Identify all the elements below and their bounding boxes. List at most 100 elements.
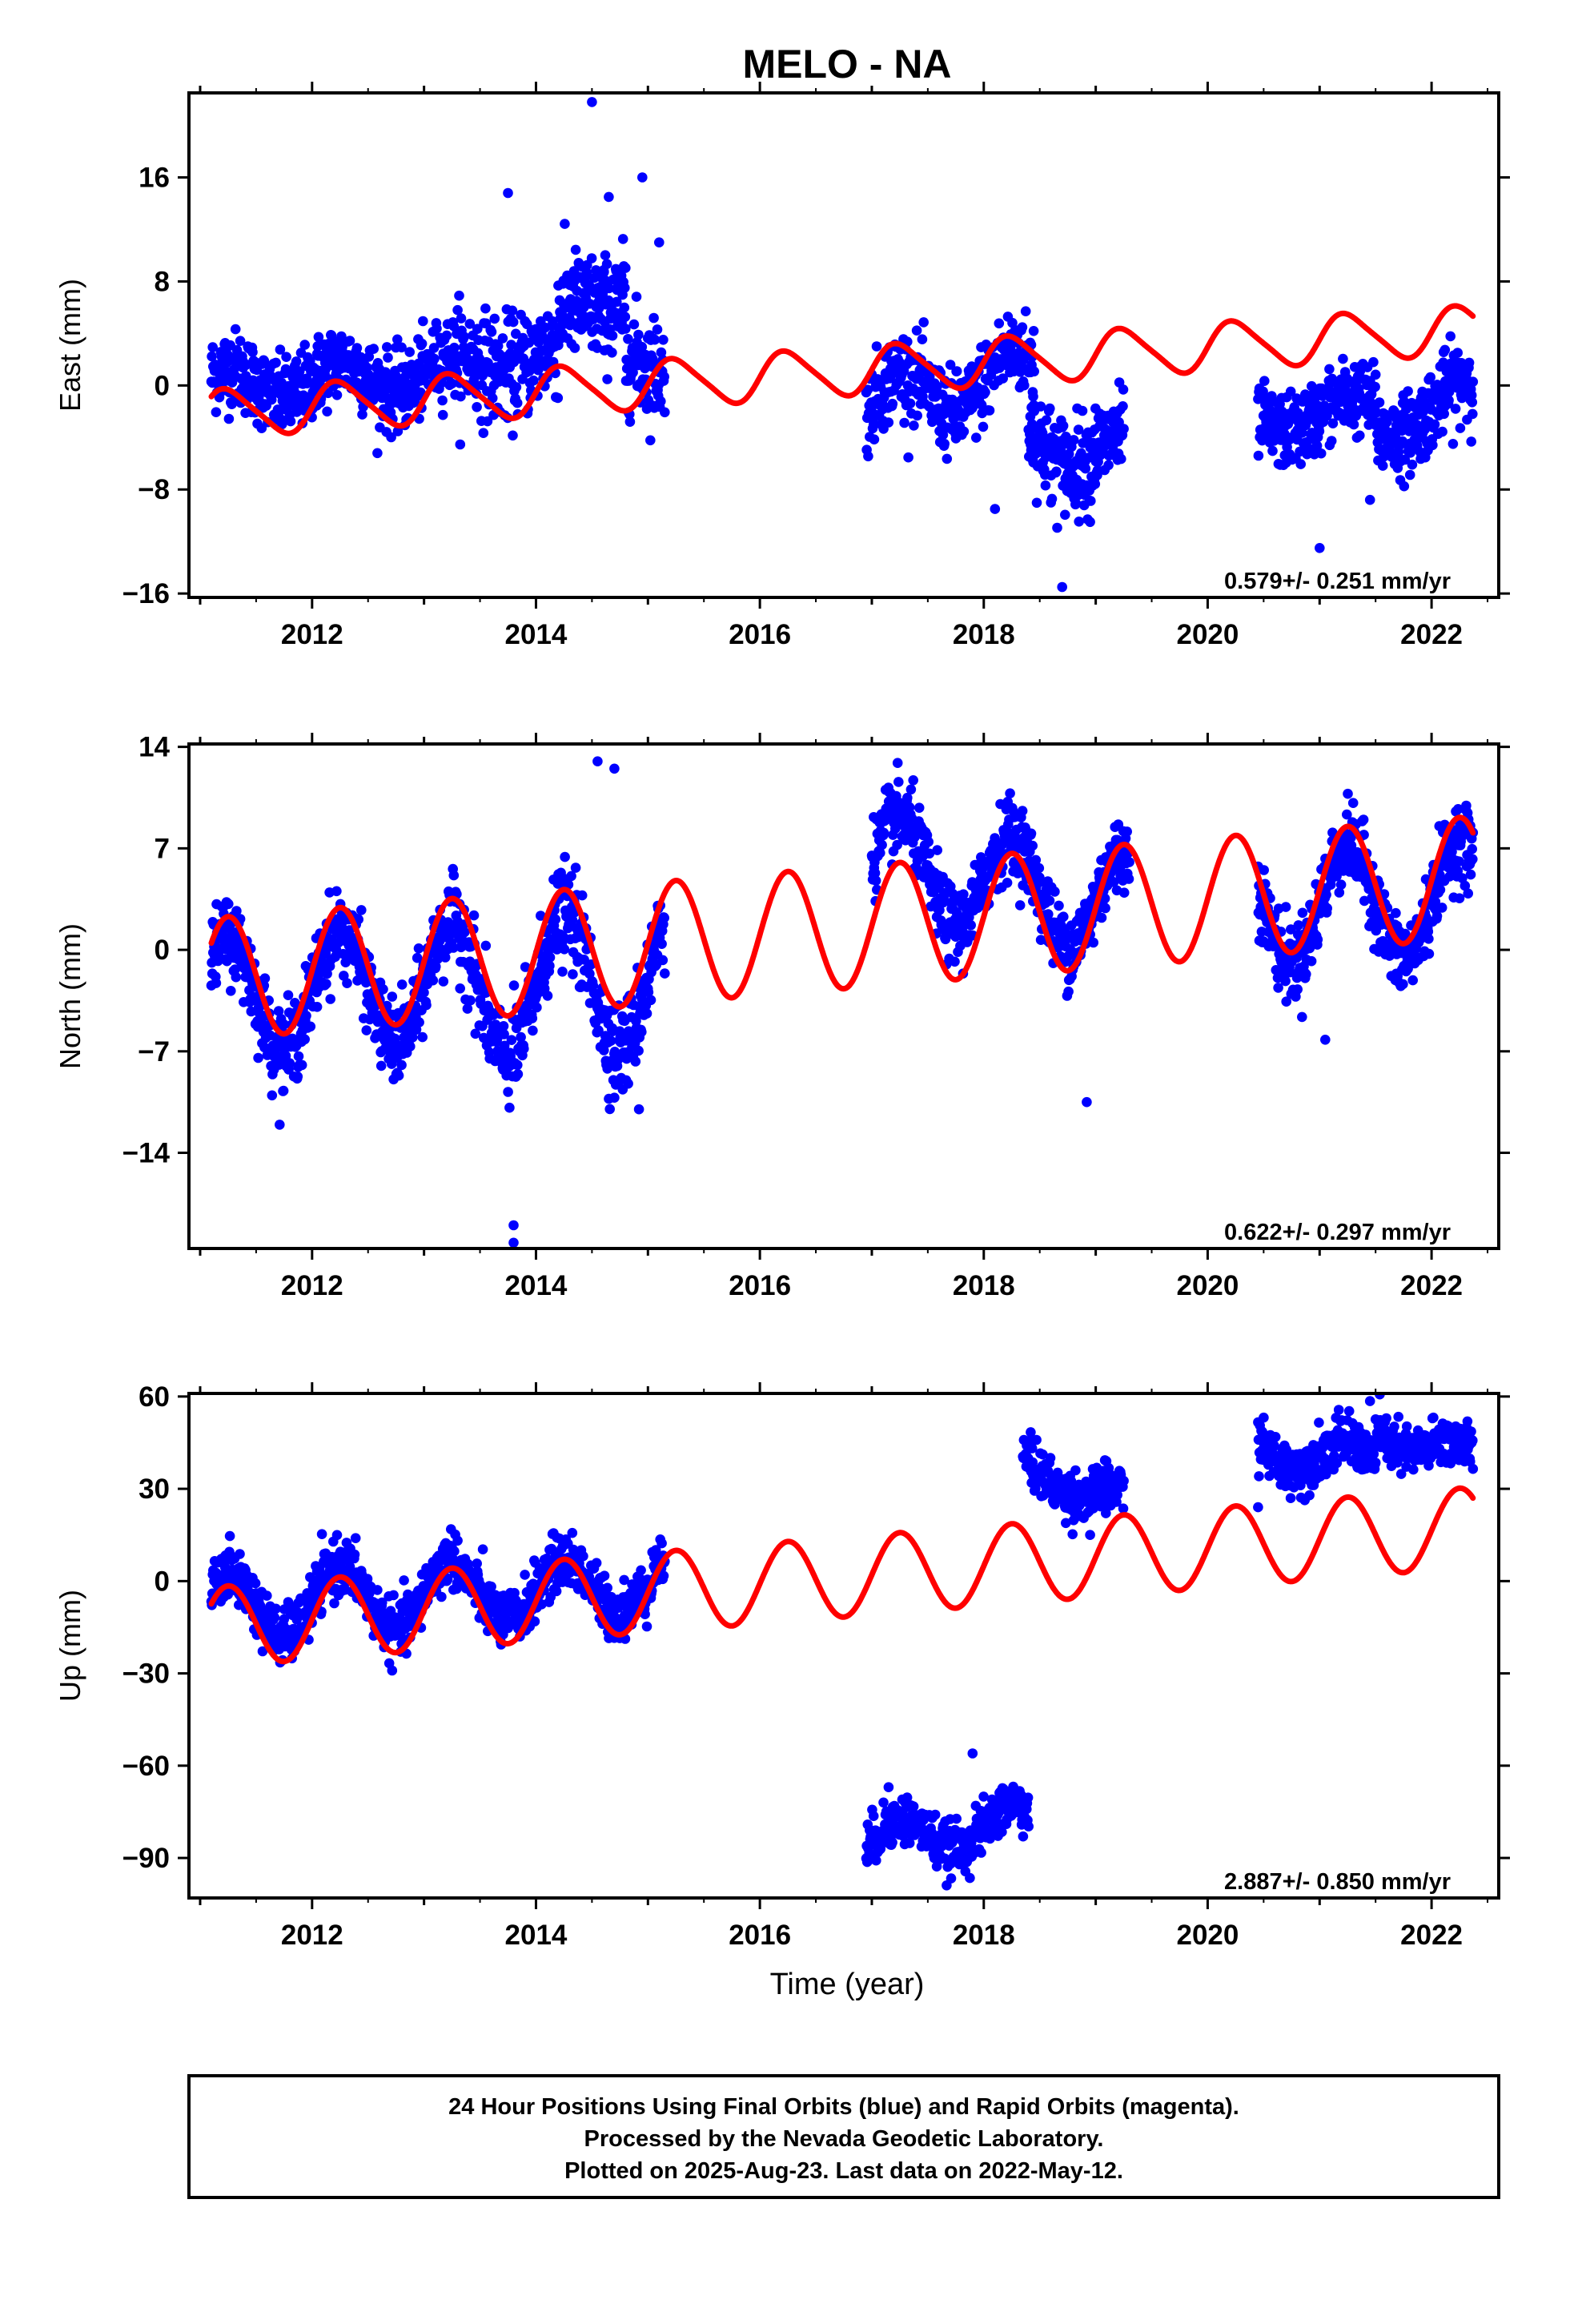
data-point <box>892 839 902 850</box>
data-point <box>1031 497 1042 509</box>
data-point <box>1377 460 1388 471</box>
data-point <box>660 968 670 979</box>
data-point <box>620 312 631 323</box>
data-point <box>512 1059 523 1071</box>
data-point <box>1391 907 1401 919</box>
data-point <box>1322 903 1332 914</box>
data-point <box>512 1069 524 1080</box>
data-point <box>392 426 404 436</box>
data-point <box>1437 426 1447 437</box>
data-point <box>1398 979 1408 990</box>
data-point <box>1301 969 1311 979</box>
data-point <box>1073 424 1084 435</box>
data-point <box>620 283 630 293</box>
data-point <box>1077 405 1088 416</box>
x-tick-label: 2018 <box>953 1270 1015 1301</box>
data-point <box>313 332 324 343</box>
data-point <box>871 341 882 352</box>
data-point <box>1399 480 1410 492</box>
data-point <box>869 867 881 879</box>
data-point <box>1467 397 1478 408</box>
data-point <box>552 392 564 404</box>
data-point <box>1359 895 1370 907</box>
data-point <box>404 347 415 357</box>
data-point <box>267 1090 278 1101</box>
data-point <box>924 848 935 859</box>
data-point <box>1435 884 1446 895</box>
data-point <box>464 319 476 329</box>
data-point <box>1060 509 1070 521</box>
data-point <box>604 1104 615 1115</box>
data-point <box>630 1056 641 1067</box>
data-point <box>566 870 576 882</box>
data-point <box>542 991 553 1001</box>
data-point <box>1404 469 1415 480</box>
data-point <box>214 392 225 403</box>
data-point <box>589 272 600 283</box>
data-point <box>275 1120 285 1130</box>
data-point <box>1063 986 1074 997</box>
data-point <box>601 259 612 270</box>
data-point <box>271 1603 281 1614</box>
data-point <box>396 979 408 990</box>
data-point <box>551 1586 562 1597</box>
data-point <box>1123 874 1134 884</box>
y-tick-label: 16 <box>139 163 170 194</box>
data-point <box>253 1052 263 1063</box>
data-point <box>1099 893 1110 904</box>
data-point <box>416 338 428 349</box>
data-point <box>870 875 881 886</box>
data-point <box>1468 376 1479 388</box>
data-point <box>447 378 457 389</box>
y-tick-label: 0 <box>155 370 170 401</box>
data-point <box>1005 788 1015 798</box>
data-point <box>520 962 531 972</box>
data-point <box>567 1527 578 1538</box>
data-point <box>375 1060 387 1072</box>
data-point <box>321 979 331 989</box>
data-point <box>413 943 424 954</box>
data-point <box>528 1025 538 1036</box>
data-point <box>1118 424 1129 434</box>
data-point <box>581 267 592 278</box>
data-point <box>1355 430 1365 441</box>
data-point <box>452 304 463 316</box>
data-point <box>342 978 352 988</box>
data-point <box>990 504 1001 514</box>
data-point <box>468 910 480 921</box>
data-point <box>548 316 558 327</box>
data-point <box>250 1578 261 1589</box>
data-point <box>311 1002 323 1012</box>
data-point <box>1450 404 1461 414</box>
data-point <box>945 360 956 370</box>
data-point <box>211 407 222 417</box>
data-point <box>544 960 555 971</box>
y-tick-label: −8 <box>138 474 170 505</box>
data-point <box>568 969 578 979</box>
data-point <box>1358 814 1369 825</box>
data-point <box>912 410 922 421</box>
y-tick-label: −14 <box>122 1138 171 1169</box>
data-point <box>408 1032 418 1043</box>
north-y-axis-label: North (mm) <box>54 923 86 1069</box>
data-point <box>387 1665 398 1676</box>
data-point <box>550 914 561 925</box>
data-point <box>958 426 970 437</box>
data-point <box>608 1026 618 1036</box>
data-point <box>497 333 508 344</box>
data-point <box>207 351 217 362</box>
x-tick-label: 2018 <box>953 619 1015 650</box>
data-point <box>903 452 913 463</box>
data-point <box>478 428 489 438</box>
data-point <box>1259 376 1270 387</box>
data-point <box>507 305 518 316</box>
data-point <box>593 1025 604 1035</box>
x-tick-label: 2022 <box>1400 1270 1463 1301</box>
data-point <box>278 1085 289 1096</box>
data-point <box>393 1070 404 1081</box>
data-point <box>1452 866 1464 876</box>
data-point <box>1311 440 1323 451</box>
data-point <box>628 319 640 330</box>
